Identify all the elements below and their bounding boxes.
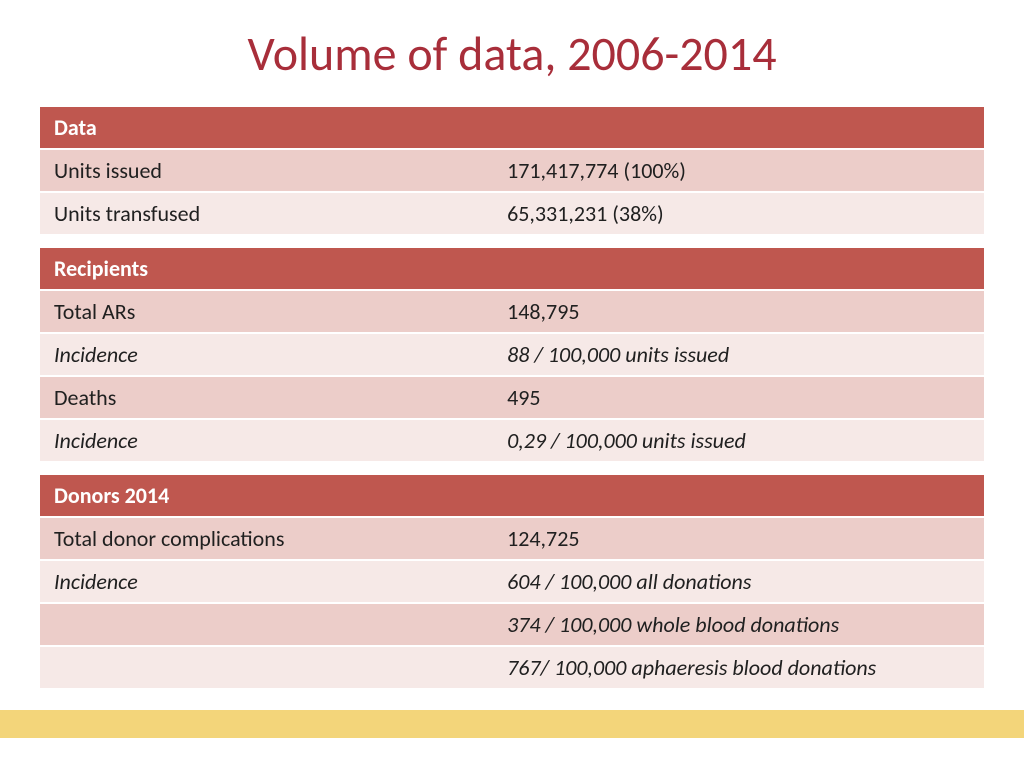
table-header-cell: Donors 2014 [40, 475, 493, 516]
table-cell: 171,417,774 (100%) [493, 150, 984, 191]
table-cell [40, 647, 493, 688]
table-row: 374 / 100,000 whole blood donations [40, 604, 984, 645]
table-row: 767/ 100,000 aphaeresis blood donations [40, 647, 984, 688]
table-cell: Incidence [40, 334, 493, 375]
table-cell: Deaths [40, 377, 493, 418]
data-table: RecipientsTotal ARs148,795Incidence88 / … [40, 246, 984, 463]
table-cell: 767/ 100,000 aphaeresis blood donations [493, 647, 984, 688]
table-cell: 124,725 [493, 518, 984, 559]
table-cell: Units issued [40, 150, 493, 191]
table-row: Total donor complications124,725 [40, 518, 984, 559]
table-row: Incidence604 / 100,000 all donations [40, 561, 984, 602]
table-cell: 88 / 100,000 units issued [493, 334, 984, 375]
footer-accent-bar [0, 710, 1024, 738]
table-row: Units issued171,417,774 (100%) [40, 150, 984, 191]
table-header-cell [493, 107, 984, 148]
table-header-cell [493, 248, 984, 289]
table-header-row: Recipients [40, 248, 984, 289]
table-cell: Incidence [40, 420, 493, 461]
data-table: Donors 2014Total donor complications124,… [40, 473, 984, 690]
page-title: Volume of data, 2006-2014 [40, 24, 984, 83]
table-cell: 604 / 100,000 all donations [493, 561, 984, 602]
table-cell: Incidence [40, 561, 493, 602]
table-cell: 374 / 100,000 whole blood donations [493, 604, 984, 645]
data-table: DataUnits issued171,417,774 (100%)Units … [40, 105, 984, 236]
table-cell: 65,331,231 (38%) [493, 193, 984, 234]
table-cell: 148,795 [493, 291, 984, 332]
table-cell: Units transfused [40, 193, 493, 234]
table-cell [40, 604, 493, 645]
table-row: Total ARs148,795 [40, 291, 984, 332]
table-cell: Total donor complications [40, 518, 493, 559]
table-header-cell: Data [40, 107, 493, 148]
slide: Volume of data, 2006-2014 DataUnits issu… [0, 0, 1024, 768]
tables-container: DataUnits issued171,417,774 (100%)Units … [40, 105, 984, 690]
table-row: Units transfused65,331,231 (38%) [40, 193, 984, 234]
table-row: Incidence0,29 / 100,000 units issued [40, 420, 984, 461]
table-cell: Total ARs [40, 291, 493, 332]
table-header-row: Data [40, 107, 984, 148]
table-header-row: Donors 2014 [40, 475, 984, 516]
table-cell: 0,29 / 100,000 units issued [493, 420, 984, 461]
table-header-cell: Recipients [40, 248, 493, 289]
table-cell: 495 [493, 377, 984, 418]
table-row: Deaths495 [40, 377, 984, 418]
table-header-cell [493, 475, 984, 516]
table-row: Incidence88 / 100,000 units issued [40, 334, 984, 375]
